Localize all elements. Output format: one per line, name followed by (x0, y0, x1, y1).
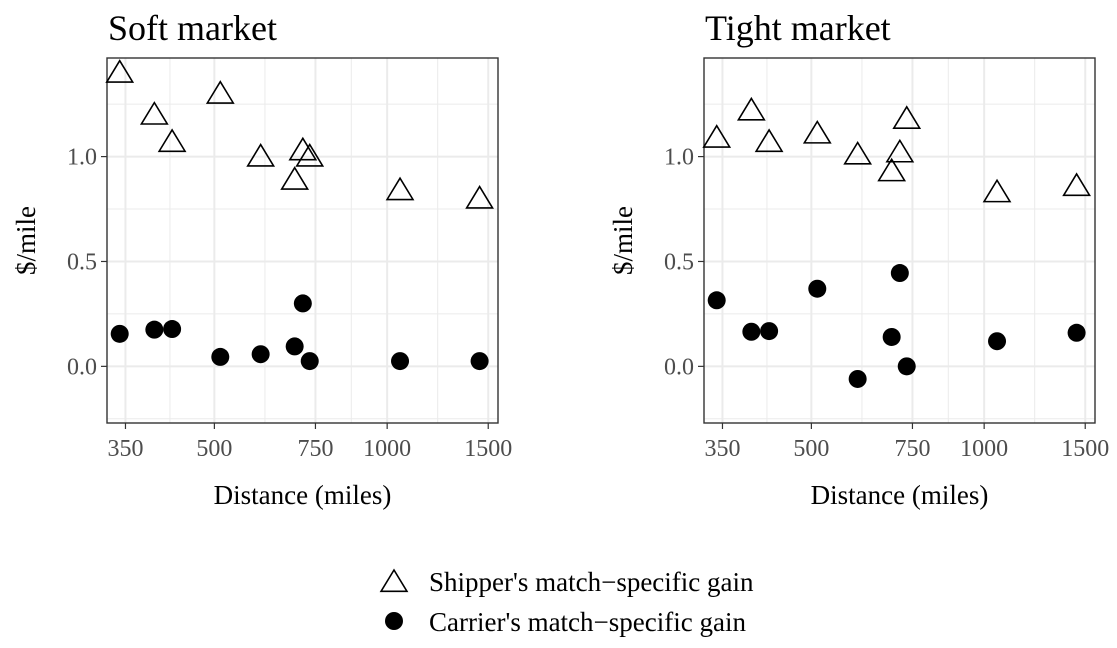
panel-border (703, 57, 1096, 424)
shipper-gain-point (385, 176, 415, 201)
carrier-gain-point (110, 324, 129, 343)
carrier-gain-point (760, 322, 779, 341)
x-tick-label: 500 (196, 436, 232, 462)
carrier-gain-point (293, 294, 312, 313)
x-axis-title: Distance (miles) (214, 480, 392, 510)
x-tick-label: 1500 (464, 436, 512, 462)
x-axis-title: Distance (miles) (811, 480, 989, 510)
x-tick-label: 750 (894, 436, 930, 462)
legend: Shipper's match−specific gain Carrier's m… (379, 567, 754, 637)
shipper-gain-point (892, 105, 922, 129)
carrier-gain-point (808, 279, 827, 298)
x-tick-label: 350 (704, 436, 740, 462)
panel-tight-market: 350 500 750 1000 1500 0.0 0.5 1.0 Tight market Di… (608, 8, 1109, 510)
y-tick-label: 0.5 (67, 249, 97, 275)
y-tick-label: 0.0 (664, 354, 694, 380)
legend-label-shipper: Shipper's match−specific gain (429, 567, 754, 597)
shipper-gain-point (982, 178, 1012, 203)
y-tick-label: 1.0 (664, 145, 694, 171)
chart-title: Soft market (108, 8, 277, 48)
carrier-gain-point (145, 320, 164, 339)
shipper-gain-point (139, 101, 169, 125)
x-tick-label: 500 (793, 436, 829, 462)
shipper-gain-point (877, 157, 907, 182)
carrier-gain-point (211, 347, 230, 366)
shipper-gain-point (288, 136, 318, 161)
carrier-gain-point (988, 332, 1007, 351)
shipper-gain-point (1062, 172, 1091, 197)
y-axis-title: $/mile (11, 206, 41, 275)
panel-border (106, 57, 499, 424)
carrier-gain-point (742, 322, 761, 341)
x-tick-label: 1000 (363, 436, 411, 462)
chart-title: Tight market (705, 8, 891, 48)
carrier-gain-point (300, 352, 319, 371)
y-tick-label: 0.0 (67, 354, 97, 380)
y-axis-title: $/mile (608, 206, 638, 275)
carrier-gain-point (890, 264, 909, 283)
x-tick-label: 750 (297, 436, 333, 462)
carrier-gain-point (251, 345, 270, 364)
carrier-gain-point (1067, 323, 1086, 342)
carrier-gain-point (285, 337, 304, 356)
shipper-gain-point (754, 128, 784, 153)
carrier-gain-point (391, 352, 410, 371)
shipper-gain-point (205, 80, 235, 104)
carrier-gain-point (707, 291, 726, 310)
carrier-gain-point (470, 352, 489, 371)
shipper-gain-point (802, 119, 832, 144)
shipper-gain-point (295, 143, 325, 167)
shipper-gain-point (157, 128, 187, 153)
shipper-gain-point (736, 96, 766, 121)
shipper-gain-point (702, 124, 732, 148)
legend-label-carrier: Carrier's match−specific gain (429, 607, 746, 637)
y-tick-label: 1.0 (67, 145, 97, 171)
carrier-gain-point (897, 357, 916, 376)
shipper-gain-point (246, 143, 276, 167)
shipper-gain-point (280, 166, 310, 190)
shipper-gain-point (843, 140, 873, 165)
y-tick-label: 0.5 (664, 249, 694, 275)
shipper-gain-point (465, 185, 494, 209)
legend-circle-key (385, 612, 403, 630)
x-tick-label: 350 (107, 436, 143, 462)
legend-triangle-key (379, 568, 409, 593)
carrier-gain-point (848, 369, 867, 388)
shipper-gain-point (885, 138, 915, 163)
shipper-gain-point (105, 59, 135, 83)
carrier-gain-point (163, 320, 182, 339)
x-tick-label: 1500 (1061, 436, 1109, 462)
carrier-gain-point (882, 327, 901, 346)
x-tick-label: 1000 (960, 436, 1008, 462)
panel-soft-market: 350 500 750 1000 1500 0.0 0.5 1.0 Soft market Dis… (11, 8, 512, 510)
